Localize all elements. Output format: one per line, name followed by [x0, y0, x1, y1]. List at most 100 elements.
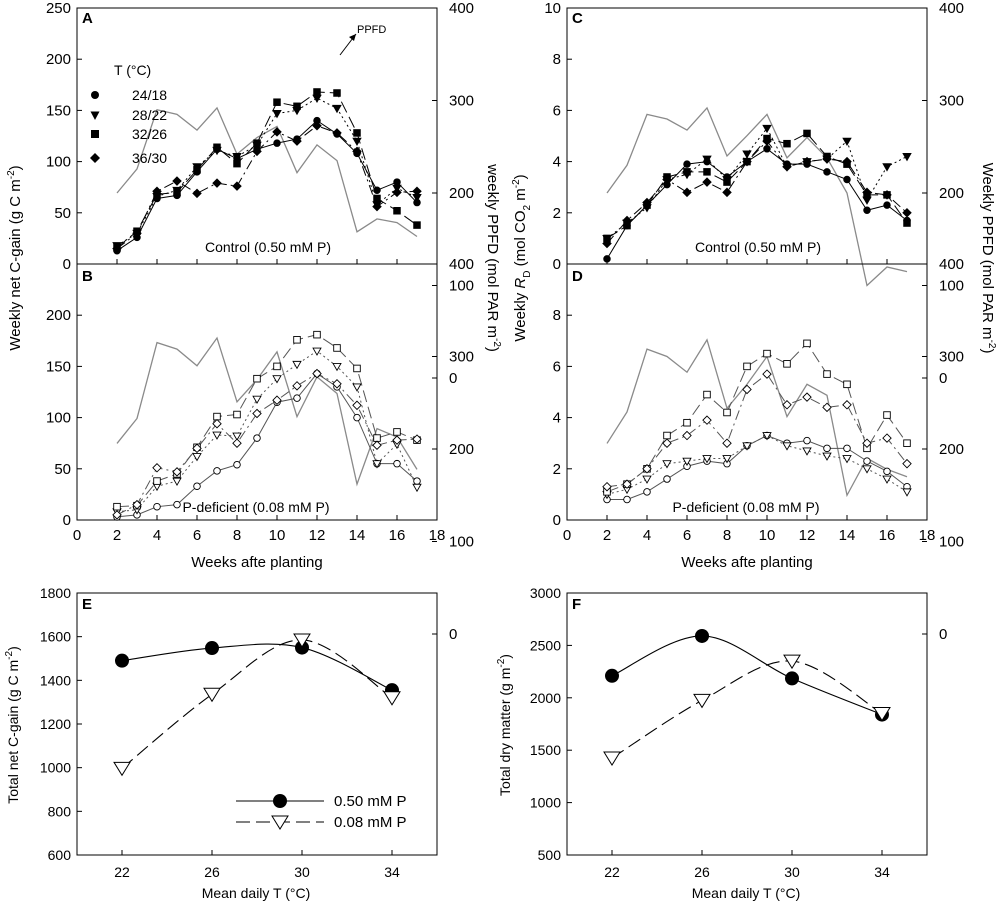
y2-tick-label: 300	[449, 349, 474, 366]
data-point-28-22	[172, 477, 182, 486]
data-point-24-18	[253, 434, 261, 442]
data-point-24-18	[863, 457, 871, 465]
x-tick-label: 12	[309, 527, 326, 544]
data-point-24-18	[353, 413, 361, 422]
data-point-24-18	[823, 168, 831, 176]
data-point-24-18	[213, 467, 221, 475]
data-point-32-26	[313, 330, 321, 339]
legend-label-28-22: 28/22	[132, 107, 167, 123]
y2label-weekly-ppfd-left: weekly PPFD (mol PAR m-2)	[484, 163, 502, 352]
data-point-36-30	[862, 187, 872, 198]
data-point-32-26	[783, 360, 791, 368]
data-point-24-18	[273, 139, 281, 147]
data-point-24-18	[193, 482, 201, 490]
data-point-050	[785, 671, 799, 686]
data-point-36-30	[192, 443, 202, 454]
data-point-008	[783, 654, 801, 670]
series-line-32-26	[116, 334, 418, 508]
y2-tick-label: 300	[939, 93, 964, 110]
data-point-24-18	[293, 394, 301, 402]
data-point-32-26	[723, 408, 731, 417]
data-point-36-30	[172, 467, 182, 477]
legend-marker-triangle-down	[90, 111, 100, 120]
xlabel-weeks-cd: Weeks afte planting	[681, 554, 812, 571]
data-point-36-30	[662, 174, 672, 185]
y-tick-label: 500	[538, 847, 562, 863]
ppfd-line	[116, 336, 418, 487]
y-tick-label: 2500	[530, 637, 561, 653]
series-line-050	[121, 643, 393, 691]
data-point-28-22	[352, 383, 362, 392]
series-line-36-30	[116, 125, 418, 250]
data-point-36-30	[272, 395, 282, 405]
data-point-24-18	[663, 475, 671, 483]
y-tick-label: 2	[553, 461, 561, 478]
data-point-28-22	[642, 475, 652, 484]
series-line-008	[121, 639, 393, 769]
xlabel-mean-daily-t-f: Mean daily T (°C)	[692, 885, 801, 901]
y2-tick-label: 400	[449, 256, 474, 273]
data-point-36-30	[622, 479, 632, 489]
x-tick-label: 26	[694, 864, 710, 880]
y-tick-label: 10	[544, 0, 561, 17]
y2-tick-label: 400	[939, 256, 964, 273]
data-point-24-18	[763, 145, 771, 153]
data-point-28-22	[782, 442, 792, 451]
data-point-36-30	[662, 438, 672, 448]
data-point-24-18	[843, 444, 851, 453]
data-point-36-30	[702, 177, 712, 187]
y2-tick-label: 300	[939, 349, 964, 366]
y-tick-label: 6	[553, 358, 561, 375]
y2-tick-label: 0	[939, 626, 947, 643]
data-point-32-26	[783, 139, 791, 148]
note-pdef-d: P-deficient (0.08 mM P)	[672, 499, 819, 515]
data-point-24-18	[153, 502, 161, 511]
data-point-32-26	[193, 166, 201, 174]
xlabel-mean-daily-t-e: Mean daily T (°C)	[202, 885, 311, 901]
data-point-36-30	[882, 433, 892, 443]
data-point-28-22	[862, 465, 872, 474]
plot-frame	[566, 592, 928, 856]
xlabel-weeks-ab: Weeks afte planting	[191, 554, 322, 571]
data-point-008	[113, 761, 131, 777]
series-line-28-22	[116, 350, 418, 513]
data-point-36-30	[112, 243, 122, 254]
data-point-32-26	[353, 364, 361, 373]
x-tick-label: 22	[604, 864, 620, 880]
data-point-28-22	[332, 362, 342, 372]
y-tick-label: 0	[553, 512, 561, 529]
data-point-36-30	[232, 438, 242, 448]
chart-panel-d: 0 2 4 6 8 0 100 200 300 400 0 2 4 6 8 10 12 14 16 18	[553, 256, 964, 643]
series-line-050	[611, 635, 883, 716]
data-point-050	[115, 653, 129, 668]
data-point-36-30	[212, 418, 222, 429]
x-tick-label: 16	[389, 527, 406, 544]
data-point-32-26	[803, 129, 811, 138]
panel-letter-f: F	[572, 596, 581, 613]
x-tick-label: 4	[643, 527, 651, 544]
chart-panel-e: 600 800 1000 1200 1400 1600 1800 22 26 30 34	[40, 585, 438, 880]
data-point-36-30	[292, 381, 302, 391]
data-point-24-18	[173, 500, 181, 509]
plot-layer: 0501001502002500100200300400050100150200…	[40, 0, 964, 880]
series-line-24-18	[606, 148, 908, 260]
data-point-32-26	[173, 188, 181, 197]
data-point-36-30	[252, 146, 262, 157]
data-point-28-22	[682, 457, 692, 466]
data-point-36-30	[782, 161, 792, 172]
y-tick-label: 100	[46, 154, 71, 171]
data-point-050	[695, 628, 709, 643]
series-line-008	[611, 660, 883, 759]
series-line-36-30	[606, 373, 908, 488]
data-point-32-26	[393, 207, 401, 215]
data-point-36-30	[782, 400, 792, 410]
data-point-32-26	[823, 370, 831, 378]
data-point-32-26	[293, 336, 301, 344]
data-point-28-22	[272, 375, 282, 384]
data-point-36-30	[642, 197, 652, 208]
y2-tick-label: 0	[939, 370, 947, 387]
data-point-32-26	[213, 412, 221, 421]
y2-tick-label: 200	[449, 441, 474, 458]
